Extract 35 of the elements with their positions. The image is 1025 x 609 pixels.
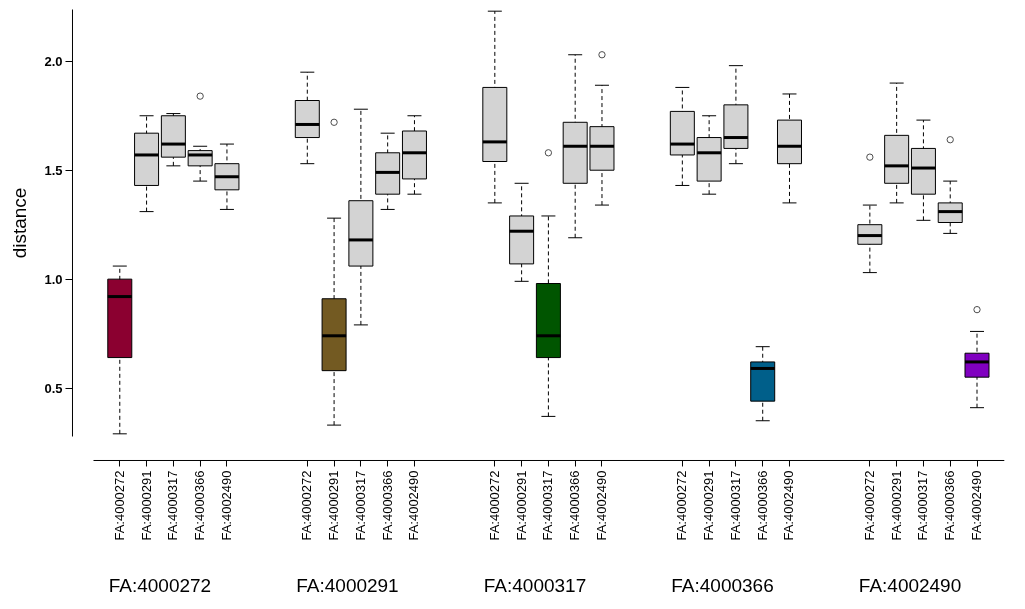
x-tick-label: FA:4000272 [299, 470, 315, 541]
x-tick-label: FA:4000272 [111, 470, 127, 541]
y-tick-label: 0.5 [44, 380, 63, 396]
x-tick-label: FA:4002490 [406, 470, 422, 541]
x-tick-label: FA:4000317 [165, 470, 181, 541]
x-tick-label: FA:4000366 [942, 470, 958, 541]
text: FA:4000366 [671, 575, 774, 596]
x-tick-label: FA:4000291 [513, 470, 529, 541]
y-tick-label: 1.5 [44, 162, 63, 178]
x-tick-label: FA:4000291 [138, 470, 154, 541]
x-tick-label: FA:4000291 [888, 470, 904, 541]
x-tick-label: FA:4000272 [674, 470, 690, 541]
x-tick-label: FA:4000366 [754, 470, 770, 541]
x-tick-label: FA:4000366 [379, 470, 395, 541]
x-tick-label: FA:4000317 [352, 470, 368, 541]
x-tick-label: FA:4002490 [593, 470, 609, 541]
text: FA:4000272 [108, 575, 212, 596]
x-tick-label: FA:4000272 [861, 470, 877, 541]
x-tick-label: FA:4000366 [192, 470, 208, 541]
x-tick-label: FA:4002490 [969, 470, 985, 541]
x-tick-label: FA:4000317 [727, 470, 743, 541]
x-tick-label: FA:4000272 [486, 470, 502, 541]
x-tick-label: FA:4000291 [326, 470, 342, 541]
x-tick-label: FA:4000366 [567, 470, 583, 541]
y-tick-label: 1.0 [44, 271, 63, 287]
x-tick-label: FA:4002490 [781, 470, 797, 541]
text: FA:4000317 [483, 575, 587, 596]
x-tick-label: FA:4000291 [701, 470, 717, 541]
x-tick-label: FA:4002490 [218, 470, 234, 541]
x-tick-label: FA:4000317 [915, 470, 931, 541]
y-tick-label: 2.0 [44, 53, 63, 69]
y-axis-title: distance [9, 187, 31, 259]
text: FA:4002490 [858, 575, 962, 596]
x-tick-label: FA:4000317 [540, 470, 556, 541]
text: FA:4000291 [296, 575, 399, 596]
